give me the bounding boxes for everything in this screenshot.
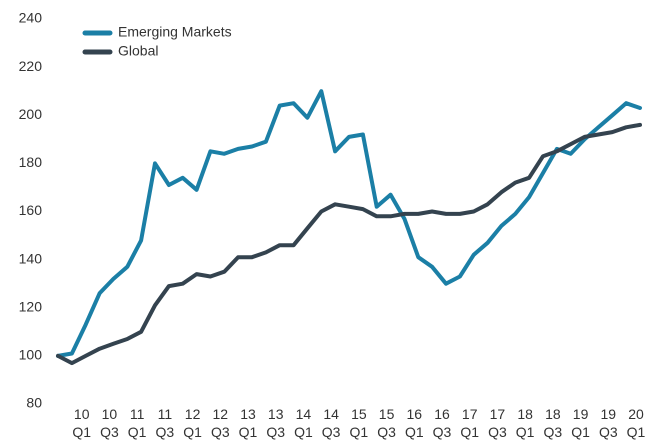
x-tick-label: 14 Q3	[322, 406, 341, 440]
x-tick-label: 11 Q3	[156, 406, 175, 440]
x-tick-label: 16 Q1	[405, 406, 424, 440]
y-tick-label: 200	[19, 106, 43, 122]
legend-label: Emerging Markets	[118, 24, 232, 40]
y-tick-label: 80	[26, 395, 42, 411]
x-tick-label: 16 Q3	[433, 406, 452, 440]
y-tick-label: 240	[19, 10, 43, 26]
x-tick-label: 20 Q1	[627, 406, 646, 440]
x-tick-label: 11 Q1	[128, 406, 147, 440]
y-tick-label: 160	[19, 202, 43, 218]
x-tick-label: 12 Q3	[211, 406, 230, 440]
x-tick-label: 13 Q3	[266, 406, 285, 440]
y-tick-label: 140	[19, 250, 43, 266]
x-tick-label: 19 Q1	[571, 406, 590, 440]
x-tick-label: 17 Q1	[460, 406, 479, 440]
x-tick-label: 17 Q3	[488, 406, 507, 440]
x-tick-label: 12 Q1	[183, 406, 202, 440]
legend-label: Global	[118, 43, 158, 59]
x-tick-label: 14 Q1	[294, 406, 313, 440]
x-tick-label: 15 Q1	[350, 406, 369, 440]
x-tick-label: 18 Q1	[516, 406, 535, 440]
x-tick-label: 18 Q3	[544, 406, 563, 440]
y-tick-label: 180	[19, 154, 43, 170]
x-tick-label: 10 Q1	[72, 406, 91, 440]
y-tick-label: 100	[19, 347, 43, 363]
y-tick-label: 220	[19, 58, 43, 74]
x-tick-label: 13 Q1	[239, 406, 258, 440]
y-tick-label: 120	[19, 298, 43, 314]
x-tick-label: 19 Q3	[599, 406, 618, 440]
series-line	[56, 89, 642, 358]
series-line	[56, 122, 642, 366]
x-tick-label: 15 Q3	[377, 406, 396, 440]
x-tick-label: 10 Q3	[100, 406, 119, 440]
